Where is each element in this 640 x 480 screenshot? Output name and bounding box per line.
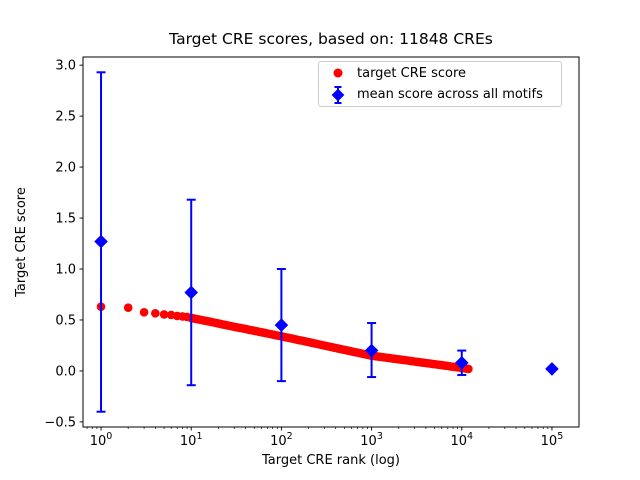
y-tick-label: 2.5 — [55, 110, 76, 125]
y-tick-label: 0.5 — [55, 313, 76, 328]
y-tick-label: 0.0 — [55, 364, 76, 379]
legend-entry-target-cre-score: target CRE score — [319, 63, 561, 83]
blue-diamond-point — [364, 343, 379, 358]
x-tick-label: 101 — [180, 431, 203, 449]
y-tick-label: −0.5 — [44, 415, 76, 430]
x-tick-label: 102 — [270, 431, 293, 449]
plot-frame — [82, 56, 580, 428]
x-tick-label: 104 — [450, 431, 473, 449]
blue-diamond-point — [274, 318, 289, 332]
red-scatter-point — [123, 303, 133, 313]
x-tick-label: 105 — [541, 431, 564, 449]
blue-diamond-errorbar-icon — [319, 85, 357, 105]
legend-entry-mean-score: mean score across all motifs — [319, 85, 561, 105]
y-tick-label: 1.5 — [55, 212, 76, 227]
x-axis-label: Target CRE rank (log) — [262, 453, 400, 468]
red-circle-icon — [319, 66, 357, 80]
legend-label: mean score across all motifs — [357, 87, 543, 103]
chart-title: Target CRE scores, based on: 11848 CREs — [169, 30, 493, 48]
legend-box: target CRE score mean score across all m… — [318, 61, 562, 107]
x-tick-label: 100 — [90, 431, 113, 449]
y-tick-label: 2.0 — [55, 161, 76, 176]
y-tick-label: 1.0 — [55, 263, 76, 278]
red-scatter-point — [159, 310, 169, 319]
red-scatter-point — [139, 308, 149, 317]
x-tick-label: 103 — [360, 431, 383, 449]
blue-diamond-point — [454, 355, 469, 370]
blue-diamond-point — [184, 285, 199, 300]
red-scatter-point — [151, 309, 160, 318]
blue-diamond-point — [545, 362, 559, 376]
legend-label: target CRE score — [357, 65, 467, 81]
blue-diamond-point — [94, 234, 108, 249]
y-tick-label: 3.0 — [55, 59, 76, 74]
